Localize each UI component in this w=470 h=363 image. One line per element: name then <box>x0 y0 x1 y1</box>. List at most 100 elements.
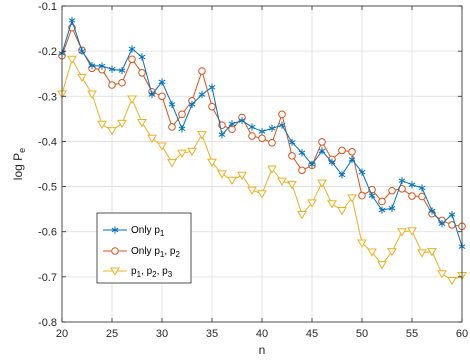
data-point-circle <box>248 132 256 140</box>
data-point-asterisk <box>228 120 236 128</box>
x-tick-label: 30 <box>156 328 168 340</box>
data-point-asterisk <box>108 65 116 73</box>
data-point-triangle <box>427 248 437 257</box>
data-point-circle <box>318 138 326 146</box>
x-tick-label: 50 <box>356 328 368 340</box>
x-tick-label: 20 <box>56 328 68 340</box>
data-point-asterisk <box>398 177 406 185</box>
data-point-triangle <box>247 186 257 195</box>
legend-text-part: Only p <box>131 246 160 257</box>
y-tick-label: -0.1 <box>38 1 57 13</box>
data-point-asterisk <box>178 125 186 133</box>
data-point-triangle <box>307 199 317 208</box>
data-point-triangle <box>127 95 137 104</box>
y-tick-label: -0.6 <box>38 227 57 239</box>
data-point-asterisk <box>348 155 356 164</box>
data-point-circle <box>348 148 356 156</box>
data-point-triangle <box>367 248 377 257</box>
y-tick-label: -0.7 <box>38 272 57 284</box>
data-point-circle <box>358 191 366 200</box>
data-point-triangle <box>437 270 447 279</box>
data-point-circle <box>178 110 186 119</box>
data-point-circle <box>298 166 306 175</box>
data-point-asterisk <box>138 53 146 61</box>
y-axis-label-subscript: e <box>17 148 27 153</box>
data-point-asterisk <box>98 62 106 70</box>
data-point-asterisk <box>198 90 206 99</box>
data-point-asterisk <box>368 192 376 200</box>
data-point-circle <box>168 123 176 131</box>
data-point-asterisk <box>428 207 436 215</box>
data-point-asterisk <box>448 210 456 219</box>
data-point-asterisk <box>338 171 346 179</box>
y-tick-label: -0.8 <box>38 317 57 329</box>
legend-entry-3: p1, p2, p3 <box>131 266 173 279</box>
y-tick-label: -0.5 <box>38 182 57 194</box>
data-point-asterisk <box>438 219 446 228</box>
data-point-circle <box>408 192 416 200</box>
data-point-triangle <box>197 131 207 140</box>
x-tick-label: 40 <box>256 328 268 340</box>
data-point-triangle <box>187 147 197 157</box>
legend-entry-1: Only p1 <box>131 225 165 238</box>
data-point-triangle <box>417 249 427 258</box>
data-point-asterisk <box>68 16 76 25</box>
x-tick-label: 55 <box>406 328 418 340</box>
data-point-asterisk <box>188 100 196 109</box>
data-point-asterisk <box>288 138 296 146</box>
data-point-circle <box>288 152 296 160</box>
data-point-triangle <box>267 165 277 174</box>
data-point-circle <box>108 81 116 89</box>
data-point-asterisk <box>111 226 119 234</box>
data-point-circle <box>128 55 136 64</box>
data-point-triangle <box>77 73 87 83</box>
legend-text-part: 2 <box>175 250 180 259</box>
data-point-asterisk <box>78 47 86 55</box>
x-tick-label: 25 <box>106 328 118 340</box>
legend-text-part: 2 <box>152 270 157 279</box>
data-point-asterisk <box>328 158 336 166</box>
data-point-triangle <box>147 134 157 144</box>
data-point-circle <box>378 197 386 206</box>
data-point-asterisk <box>248 123 256 131</box>
data-point-asterisk <box>128 45 136 53</box>
data-point-circle <box>338 146 346 155</box>
legend-text-part: p <box>131 266 137 277</box>
data-point-triangle <box>447 276 457 286</box>
data-point-triangle <box>277 177 287 186</box>
data-point-asterisk <box>268 124 276 132</box>
data-point-asterisk <box>218 131 226 139</box>
data-point-asterisk <box>408 181 416 189</box>
data-point-circle <box>268 138 276 147</box>
x-axis-label: n <box>259 343 266 357</box>
data-point-triangle <box>297 211 307 220</box>
series-2 <box>58 23 466 231</box>
data-point-asterisk <box>318 147 326 155</box>
data-point-triangle <box>177 149 187 158</box>
data-point-asterisk <box>418 184 426 192</box>
legend-entry-2: Only p1, p2 <box>131 246 180 259</box>
data-point-circle <box>388 186 396 195</box>
data-point-circle <box>158 92 166 101</box>
data-point-circle <box>208 102 216 111</box>
legend-text-part: 1 <box>160 229 165 238</box>
data-point-triangle <box>387 248 397 257</box>
data-point-triangle <box>87 90 97 99</box>
legend-text-part: 3 <box>168 270 173 279</box>
data-point-asterisk <box>158 78 166 86</box>
data-point-asterisk <box>388 204 396 212</box>
x-tick-label: 45 <box>306 328 318 340</box>
data-point-triangle <box>407 227 417 236</box>
data-point-triangle <box>110 267 120 276</box>
legend-text-part: 1 <box>160 250 165 259</box>
data-point-asterisk <box>238 117 246 125</box>
data-point-triangle <box>347 194 357 203</box>
data-point-triangle <box>397 228 407 237</box>
y-tick-label: -0.2 <box>38 46 57 58</box>
data-point-triangle <box>217 170 227 179</box>
x-tick-label: 60 <box>456 328 468 340</box>
legend-text-part: , p <box>164 246 176 257</box>
series-1 <box>58 16 466 251</box>
data-point-asterisk <box>148 90 156 99</box>
y-tick-label: -0.4 <box>38 136 57 148</box>
